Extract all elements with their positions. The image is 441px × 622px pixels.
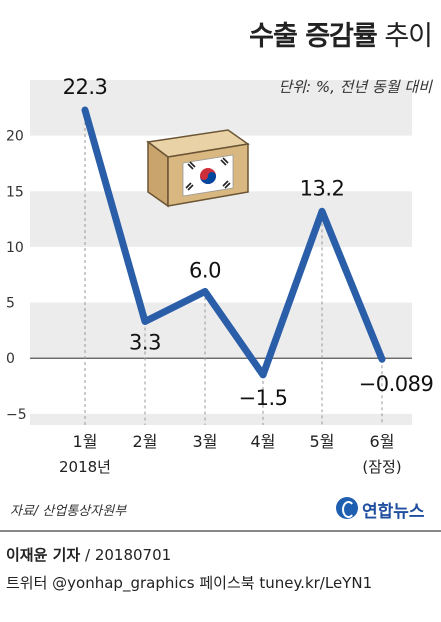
x-tick-label: 4월 [251, 432, 276, 451]
y-axis: 20 15 10 5 0 −5 [6, 129, 27, 423]
footer-divider [0, 530, 441, 532]
korea-flag-box-icon [146, 129, 250, 208]
data-label: 22.3 [63, 75, 108, 99]
grid-band [30, 80, 412, 136]
x-tick-sublabel: 2018년 [59, 458, 111, 476]
y-tick-label: 5 [6, 296, 15, 312]
x-tick-label: 3월 [193, 432, 218, 451]
grid-bands [30, 80, 412, 425]
grid-band [30, 191, 412, 247]
x-tick-label: 6월 [370, 432, 395, 451]
source-label: 자료/ 산업통상자원부 [10, 504, 127, 519]
data-label: 3.3 [129, 331, 161, 355]
x-tick-label: 5월 [310, 432, 335, 451]
series-line [81, 106, 386, 379]
data-label: 13.2 [300, 176, 345, 200]
unit-label: 단위: %, 전년 동월 대비 [278, 78, 432, 96]
reporter-line: 이재윤 기자 / 20180701 [6, 544, 171, 565]
chart-title: 수출 증감률 추이 [150, 14, 433, 53]
data-label: −0.089 [359, 372, 434, 396]
guide-lines [84, 110, 383, 425]
x-tick-sublabel: (잠정) [362, 458, 401, 476]
yonhap-logo-text: 연합뉴스 [362, 502, 425, 522]
y-tick-label: 15 [6, 184, 24, 200]
title-light: 추이 [384, 21, 433, 52]
yonhap-logo-icon [336, 497, 358, 519]
x-tick-label: 1월 [73, 432, 98, 451]
y-tick-label: −5 [6, 407, 27, 423]
reporter-name: 이재윤 기자 [6, 546, 81, 564]
data-labels: 22.3 3.3 6.0 −1.5 13.2 −0.089 [63, 75, 434, 410]
y-tick-label: 20 [6, 129, 24, 145]
yonhap-logo: 연합뉴스 [336, 495, 432, 523]
reporter-date: / 20180701 [80, 546, 172, 564]
grid-band [30, 413, 412, 425]
y-tick-label: 0 [6, 351, 15, 367]
data-label: 6.0 [189, 258, 221, 282]
social-line: 트위터 @yonhap_graphics 페이스북 tuney.kr/LeYN1 [6, 574, 373, 592]
y-tick-label: 10 [6, 240, 24, 256]
x-tick-label: 2월 [133, 432, 158, 451]
data-label: −1.5 [239, 386, 288, 410]
title-bold: 수출 증감률 [249, 21, 378, 52]
x-axis: 1월 2018년 2월 3월 4월 5월 6월 (잠정) [59, 432, 402, 476]
